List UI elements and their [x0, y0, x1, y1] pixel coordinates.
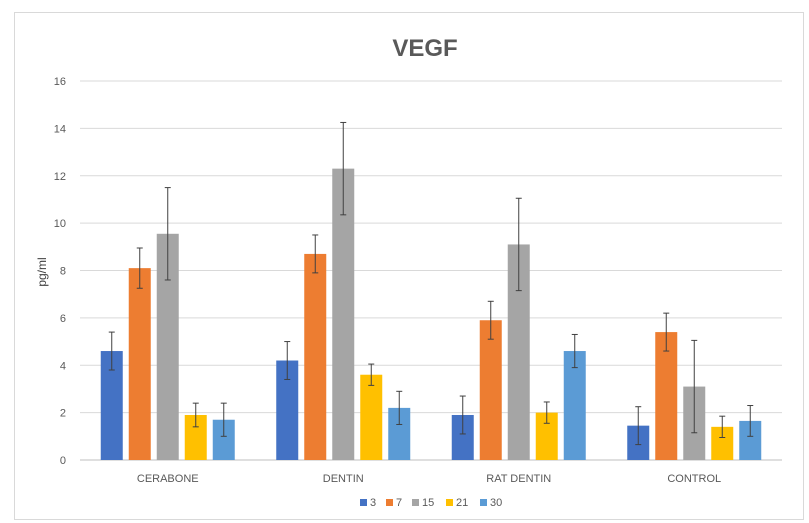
legend-swatch [360, 499, 367, 506]
legend-item-21: 21 [446, 497, 468, 509]
error-bar [635, 406, 642, 446]
error-bar [220, 402, 227, 437]
legend-item-7: 7 [386, 497, 402, 509]
bar-control-7 [655, 332, 678, 460]
bar-control-30 [739, 420, 762, 460]
error-bars [108, 121, 754, 446]
legend-swatch [412, 499, 419, 506]
error-bar [312, 234, 319, 274]
chart-title: VEGF [392, 35, 457, 62]
y-tick-label: 14 [54, 123, 66, 135]
legend-item-30: 30 [480, 497, 502, 509]
legend-label: 15 [422, 497, 434, 509]
error-bar [663, 312, 670, 352]
error-bar [515, 197, 522, 292]
bar-rat-dentin-30 [563, 351, 586, 460]
bar-rat-dentin-15 [507, 244, 530, 460]
bar-rat-dentin-3 [451, 414, 474, 460]
bar-dentin-30 [388, 407, 411, 460]
legend-label: 21 [456, 497, 468, 509]
y-tick-label: 2 [60, 408, 66, 420]
bar-cerabone-7 [128, 268, 151, 460]
y-tick-label: 16 [54, 76, 66, 88]
y-axis-label: pg/ml [35, 257, 49, 286]
y-tick-label: 4 [60, 360, 66, 372]
category-label: DENTIN [323, 473, 364, 485]
bar-cerabone-30 [212, 419, 235, 460]
error-bar [487, 300, 494, 340]
y-tick-label: 10 [54, 218, 66, 230]
bar-control-21 [711, 426, 734, 460]
bar-dentin-15 [332, 168, 355, 461]
category-label: RAT DENTIN [486, 473, 551, 485]
error-bar [136, 247, 143, 289]
legend-label: 3 [370, 497, 376, 509]
legend-label: 30 [490, 497, 502, 509]
legend-swatch [446, 499, 453, 506]
legend-item-15: 15 [412, 497, 434, 509]
error-bar [691, 339, 698, 434]
y-tick-label: 0 [60, 455, 66, 467]
error-bar [543, 401, 550, 424]
category-label: CERABONE [137, 473, 199, 485]
bar-dentin-21 [360, 374, 383, 460]
legend-swatch [480, 499, 487, 506]
bar-dentin-3 [276, 360, 299, 460]
category-label: CONTROL [667, 473, 721, 485]
error-bar [719, 415, 726, 438]
error-bar [164, 187, 171, 281]
legend-swatch [386, 499, 393, 506]
bar-cerabone-3 [100, 351, 123, 460]
legend-item-3: 3 [360, 497, 376, 509]
bar-cerabone-15 [156, 233, 179, 460]
y-tick-label: 6 [60, 313, 66, 325]
legend-label: 7 [396, 497, 402, 509]
error-bar [459, 395, 466, 435]
error-bar [192, 402, 199, 428]
error-bar [284, 341, 291, 380]
bar-rat-dentin-7 [479, 320, 502, 460]
legend: 3 7 15 21 30 [360, 497, 502, 509]
bars [100, 168, 762, 461]
error-bar [747, 405, 754, 437]
y-tick-labels: 0 2 4 6 8 10 12 14 16 [54, 76, 66, 467]
y-tick-label: 12 [54, 171, 66, 183]
error-bar [108, 331, 115, 371]
bar-cerabone-21 [184, 414, 207, 460]
bar-dentin-7 [304, 253, 327, 460]
bar-rat-dentin-21 [535, 412, 558, 460]
error-bar [340, 121, 347, 216]
error-bar [571, 333, 578, 369]
error-bar [396, 390, 403, 425]
category-labels: CERABONE DENTIN RAT DENTIN CONTROL [137, 473, 721, 485]
error-bar [368, 363, 375, 386]
y-tick-label: 8 [60, 266, 66, 278]
